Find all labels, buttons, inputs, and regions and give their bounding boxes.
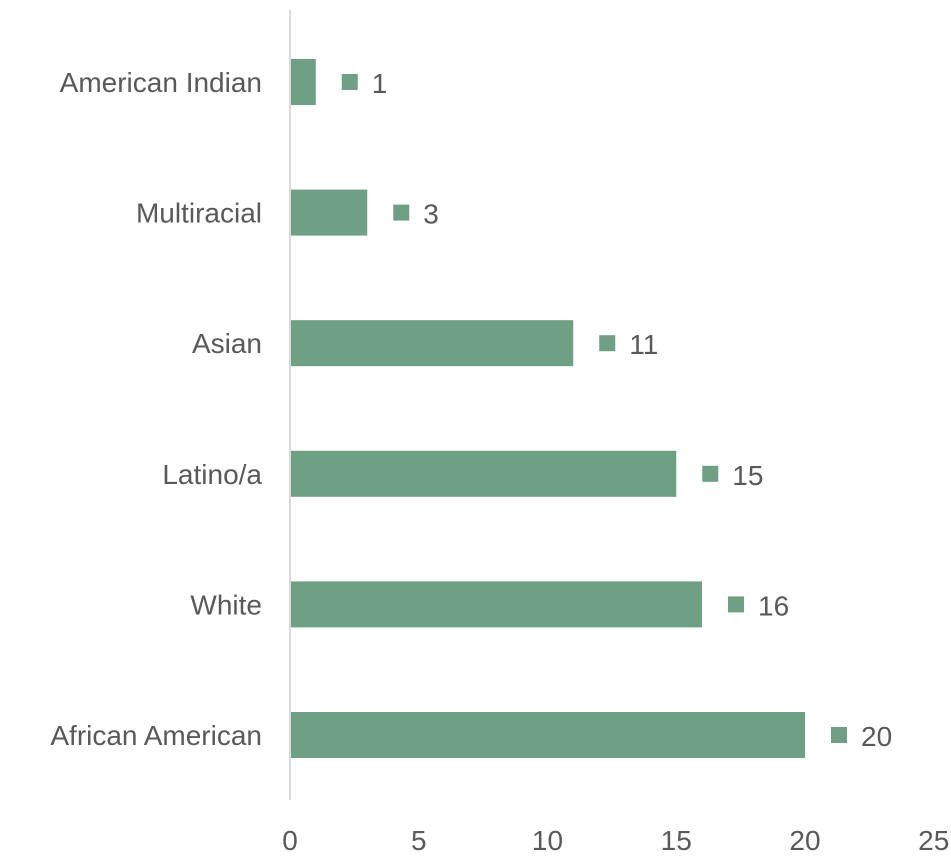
category-label: Multiracial <box>136 198 262 229</box>
category-label: African American <box>50 720 262 751</box>
data-label-marker <box>831 727 847 743</box>
category-label: Latino/a <box>162 459 262 490</box>
x-tick-label: 5 <box>411 825 427 853</box>
data-label-marker <box>702 465 719 482</box>
data-label-marker <box>728 596 744 613</box>
bar <box>290 59 316 105</box>
data-label: 20 <box>861 721 892 752</box>
x-tick-label: 20 <box>789 825 820 853</box>
data-label: 15 <box>732 460 763 491</box>
data-label: 16 <box>758 590 789 621</box>
bar <box>290 581 702 628</box>
x-tick-label: 15 <box>661 825 692 853</box>
data-label-marker <box>341 74 358 90</box>
data-label: 3 <box>423 199 439 230</box>
bar <box>290 189 368 236</box>
data-label-marker <box>599 335 616 352</box>
category-label: Asian <box>192 328 262 359</box>
x-tick-label: 10 <box>532 825 563 853</box>
bar <box>290 712 805 758</box>
x-tick-label: 25 <box>918 825 949 853</box>
labels-layer: American Indian 1 Multiracial 3 Asian 11 Latin… <box>50 67 892 752</box>
bars-layer <box>290 59 805 758</box>
axis-layer: 0 5 10 15 20 25 <box>282 10 949 856</box>
category-label: White <box>190 589 262 620</box>
data-label: 11 <box>629 329 658 360</box>
category-label: American Indian <box>60 67 262 98</box>
data-label-marker <box>393 204 410 221</box>
bar <box>290 320 574 367</box>
x-tick-label: 0 <box>282 825 298 853</box>
bar <box>290 450 677 497</box>
data-label: 1 <box>372 68 388 99</box>
